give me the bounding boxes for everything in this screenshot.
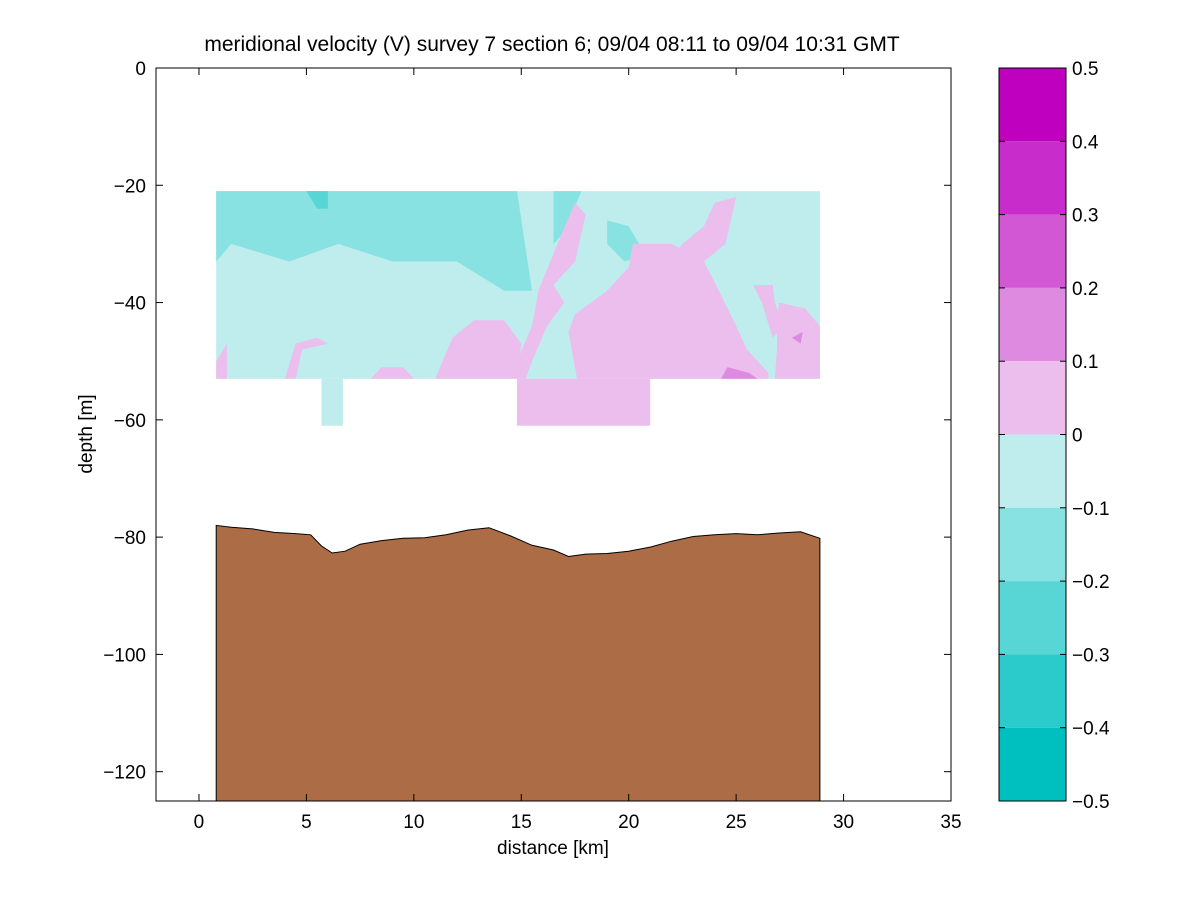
x-tick-label: 20 <box>618 812 639 833</box>
colorbar-bin <box>999 654 1066 728</box>
colorbar-bin <box>999 141 1066 215</box>
x-tick-label: 30 <box>833 812 854 833</box>
x-tick-label: 10 <box>403 812 424 833</box>
velocity-contour-region <box>517 202 586 379</box>
colorbar-tick-label: −0.2 <box>1072 572 1110 593</box>
colorbar-tick-label: −0.5 <box>1072 792 1110 813</box>
colorbar-tick-label: −0.4 <box>1072 719 1110 740</box>
axes-layer: 0 5 10 15 20 25 30 35 0 −20 −40 −60 −80 −100 −120 <box>103 59 961 833</box>
velocity-contour-region <box>792 331 803 344</box>
y-tick-label: −60 <box>114 411 146 432</box>
colorbar-bin <box>999 287 1066 362</box>
colorbar-tick-label: −0.3 <box>1072 645 1110 666</box>
plot-frame <box>155 67 952 802</box>
chart-title: meridional velocity (V) survey 7 section… <box>204 33 899 56</box>
y-tick-label: −100 <box>103 645 146 666</box>
x-tick-label: 35 <box>940 812 961 833</box>
colorbar-tick-label: 0.1 <box>1072 352 1098 373</box>
velocity-contour-region <box>306 191 328 209</box>
colorbar-bin <box>999 214 1066 288</box>
velocity-contour-region <box>284 337 328 379</box>
y-tick-label: 0 <box>135 59 146 80</box>
colorbar-tick-label: 0.5 <box>1072 59 1098 80</box>
velocity-contour-region <box>753 285 784 338</box>
velocity-contour-region <box>435 320 522 379</box>
colorbar-tick-label: 0 <box>1072 426 1083 447</box>
y-axis-label: depth [m] <box>76 394 97 473</box>
colorbar-tick-label: −0.1 <box>1072 499 1110 520</box>
colorbar-bin <box>999 727 1066 801</box>
velocity-contour-region <box>370 367 414 379</box>
colorbar-bin <box>999 361 1066 435</box>
seafloor-bathymetry <box>215 524 821 802</box>
colorbar-bin <box>999 68 1066 142</box>
colorbar: 0.5 0.4 0.3 0.2 0.1 0 −0.1 −0.2 −0.3 −0.4 −0.5 <box>998 59 1110 813</box>
colorbar-tick-label: 0.2 <box>1072 279 1098 300</box>
y-tick-label: −20 <box>114 176 146 197</box>
plot-layer <box>215 191 821 802</box>
colorbar-bin <box>999 434 1066 508</box>
y-tick-label: −80 <box>114 528 146 549</box>
colorbar-bin <box>999 507 1066 582</box>
x-tick-label: 25 <box>726 812 747 833</box>
colorbar-tick-label: 0.3 <box>1072 206 1098 227</box>
colorbar-bin <box>999 581 1066 655</box>
velocity-cell <box>516 378 651 426</box>
x-tick-label: 0 <box>194 812 205 833</box>
velocity-cell <box>321 378 343 426</box>
colorbar-tick-label: 0.4 <box>1072 132 1099 153</box>
x-tick-label: 15 <box>511 812 532 833</box>
velocity-contour-region <box>568 243 769 379</box>
y-tick-label: −120 <box>103 763 146 784</box>
velocity-contour-region <box>721 367 758 379</box>
y-tick-label: −40 <box>114 294 146 315</box>
velocity-contour-region <box>216 191 532 291</box>
x-tick-label: 5 <box>301 812 312 833</box>
x-axis-label: distance [km] <box>497 838 609 859</box>
velocity-contour-region <box>216 343 227 379</box>
